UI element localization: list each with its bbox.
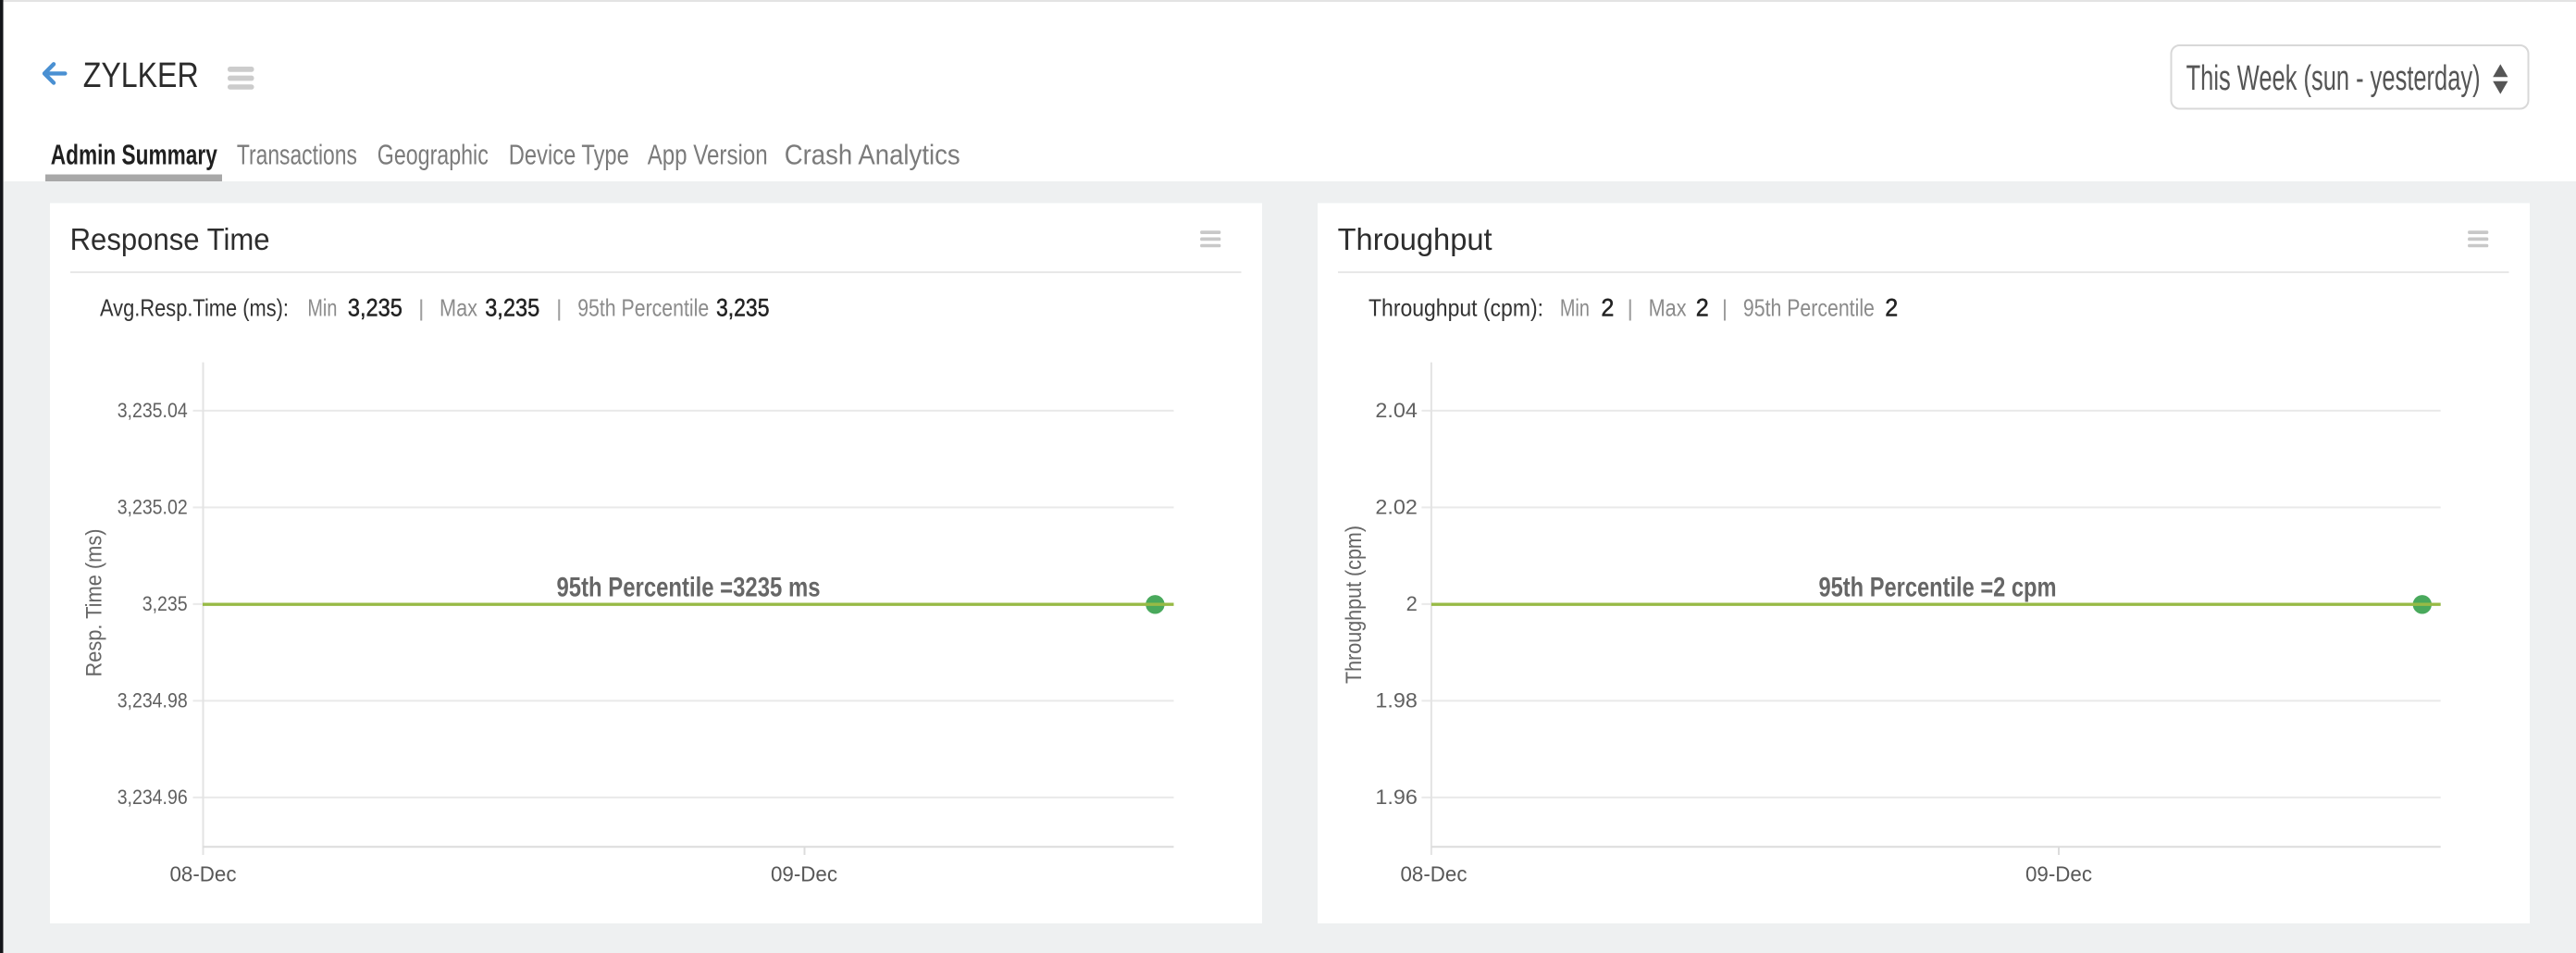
svg-text:|: |	[418, 296, 425, 322]
svg-text:2: 2	[1406, 592, 1418, 615]
svg-text:Crash Analytics: Crash Analytics	[785, 139, 960, 170]
svg-text:09-Dec: 09-Dec	[771, 861, 837, 885]
svg-text:Throughput (cpm): Throughput (cpm)	[1342, 526, 1367, 684]
svg-text:2.02: 2.02	[1375, 495, 1418, 518]
svg-text:95th Percentile: 95th Percentile	[1743, 294, 1875, 322]
svg-text:App Version: App Version	[648, 139, 768, 170]
svg-text:Max: Max	[440, 294, 477, 322]
svg-text:Throughput (cpm):: Throughput (cpm):	[1368, 294, 1543, 322]
svg-text:Max: Max	[1649, 294, 1687, 322]
svg-text:|: |	[556, 296, 563, 322]
svg-text:Response Time: Response Time	[70, 222, 270, 256]
svg-text:Throughput: Throughput	[1338, 222, 1492, 256]
svg-text:Device Type: Device Type	[509, 139, 629, 170]
svg-text:2: 2	[1696, 294, 1709, 322]
svg-text:1.96: 1.96	[1375, 786, 1418, 809]
svg-text:Transactions: Transactions	[237, 139, 357, 170]
svg-text:3,234.98: 3,234.98	[118, 688, 188, 712]
svg-text:3,234.96: 3,234.96	[118, 786, 188, 809]
svg-text:95th Percentile =3235 ms: 95th Percentile =3235 ms	[557, 572, 821, 602]
svg-text:95th Percentile =2 cpm: 95th Percentile =2 cpm	[1819, 572, 2057, 602]
svg-text:3,235.02: 3,235.02	[118, 495, 188, 518]
svg-text:3,235: 3,235	[348, 294, 402, 322]
svg-text:Geographic: Geographic	[378, 139, 489, 170]
svg-text:ZYLKER: ZYLKER	[83, 56, 199, 95]
svg-text:2.04: 2.04	[1375, 399, 1418, 422]
svg-text:Min: Min	[307, 294, 337, 322]
svg-text:3,235: 3,235	[716, 294, 770, 322]
svg-text:This Week (sun - yesterday): This Week (sun - yesterday)	[2186, 59, 2481, 98]
svg-text:2: 2	[1885, 294, 1898, 322]
svg-text:3,235: 3,235	[485, 294, 539, 322]
svg-text:Admin Summary: Admin Summary	[51, 139, 217, 170]
svg-text:1.98: 1.98	[1375, 688, 1418, 712]
svg-text:09-Dec: 09-Dec	[2025, 861, 2092, 885]
svg-text:3,235: 3,235	[142, 592, 188, 615]
svg-text:Avg.Resp.Time (ms):: Avg.Resp.Time (ms):	[100, 294, 289, 322]
svg-text:|: |	[1722, 296, 1728, 322]
svg-text:3,235.04: 3,235.04	[118, 399, 188, 422]
svg-text:08-Dec: 08-Dec	[170, 861, 237, 885]
svg-text:|: |	[1628, 296, 1634, 322]
svg-text:Resp. Time (ms): Resp. Time (ms)	[81, 529, 106, 677]
svg-text:2: 2	[1601, 294, 1614, 322]
svg-text:95th Percentile: 95th Percentile	[577, 294, 709, 322]
svg-text:08-Dec: 08-Dec	[1401, 861, 1468, 885]
svg-text:Min: Min	[1560, 294, 1590, 322]
